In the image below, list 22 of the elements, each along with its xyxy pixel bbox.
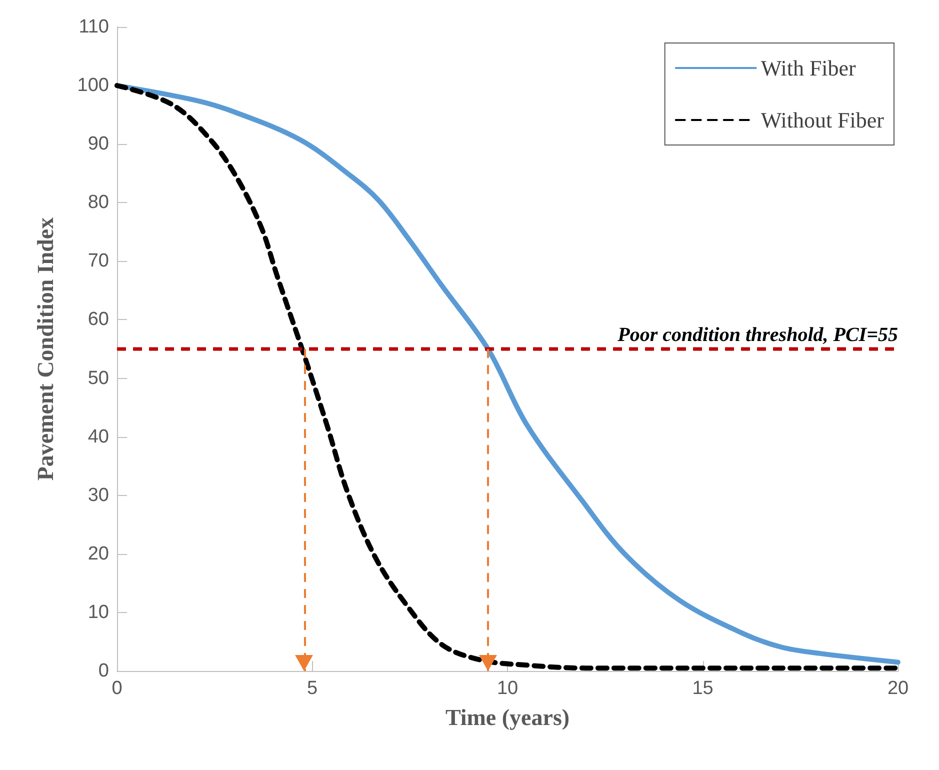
y-tick-label: 70 [88,250,109,272]
y-tick-label: 40 [88,426,109,448]
legend-label: With Fiber [760,56,857,80]
y-tick-label: 60 [88,309,109,330]
y-tick-label: 90 [88,134,109,155]
y-tick-label: 30 [88,484,109,506]
y-tick-label: 20 [88,543,109,564]
y-tick-label: 80 [88,192,109,214]
legend-label: Without Fiber [760,108,885,132]
y-tick-label: 50 [88,368,109,389]
y-tick-label: 10 [88,602,109,623]
x-tick-label: 15 [692,678,714,699]
x-tick-label: 20 [887,678,909,699]
y-tick-label: 110 [78,16,109,38]
y-tick-label: 100 [77,75,109,96]
x-tick-label: 10 [496,678,518,699]
y-tick-label: 0 [98,660,109,682]
x-tick-label: 5 [306,678,318,699]
y-axis-title: Pavement Condition Index [33,216,58,481]
ref-line-label: Poor condition threshold, PCI=55 [616,324,898,346]
x-tick-label: 0 [112,678,122,699]
x-axis-title: Time (years) [445,705,570,730]
